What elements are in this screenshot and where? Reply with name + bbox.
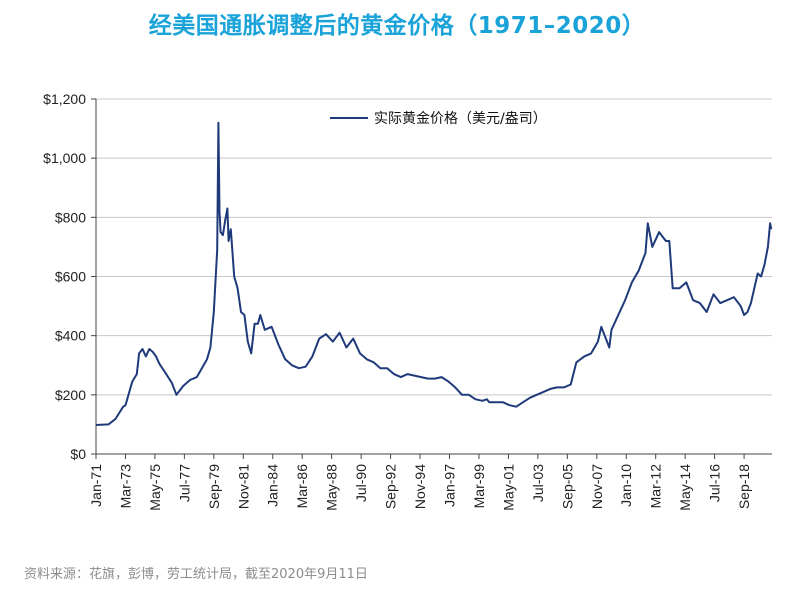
x-tick-label: Jul-03	[530, 464, 546, 502]
x-tick-label: Jan-84	[265, 464, 281, 507]
legend-label: 实际黄金价格（美元/盎司）	[374, 110, 547, 127]
x-tick-label: Jul-77	[176, 464, 192, 502]
y-tick-label: $0	[70, 446, 86, 462]
x-tick-label: Sep-05	[559, 464, 575, 509]
x-tick-label: Jan-10	[618, 464, 634, 507]
x-tick-label: Nov-94	[412, 464, 428, 509]
y-tick-label: $1,000	[43, 150, 86, 166]
series-line-real-gold-price	[95, 121, 773, 426]
legend: 实际黄金价格（美元/盎司）	[330, 110, 547, 127]
x-tick-label: Jan-71	[88, 464, 104, 507]
x-tick-label: Sep-79	[206, 464, 222, 509]
y-tick-label: $600	[55, 269, 86, 285]
y-tick-label: $1,200	[43, 91, 86, 107]
chart-title: 经美国通胀调整后的黄金价格（1971–2020）	[148, 13, 646, 39]
y-tick-label: $200	[55, 387, 86, 403]
series-layer	[95, 121, 773, 426]
x-tick-label: May-88	[324, 464, 340, 511]
gridlines	[96, 98, 772, 396]
x-axis-ticks: Jan-71 Mar-73 May-75 Jul-77 Sep-79 Nov-81 Jan-…	[88, 454, 752, 511]
x-tick-label: Jul-90	[353, 464, 369, 502]
x-tick-label: Mar-12	[648, 464, 664, 509]
x-tick-label: Mar-99	[471, 464, 487, 509]
y-axis-ticks: $0 $200 $400 $600 $800 $1,000 $1,200	[43, 91, 96, 462]
x-tick-label: Jan-97	[441, 464, 457, 507]
x-tick-label: May-01	[500, 464, 516, 511]
source-note: 资料来源：花旗，彭博，劳工统计局，截至2020年9月11日	[24, 567, 368, 582]
x-tick-label: Mar-73	[117, 464, 133, 509]
x-tick-label: Nov-07	[589, 464, 605, 509]
x-tick-label: Nov-81	[235, 464, 251, 509]
x-tick-label: Jul-16	[707, 464, 723, 502]
x-tick-label: Sep-18	[736, 464, 752, 509]
x-tick-label: Mar-86	[294, 464, 310, 509]
y-tick-label: $800	[55, 209, 86, 225]
y-tick-label: $400	[55, 328, 86, 344]
x-tick-label: Sep-92	[383, 464, 399, 509]
x-tick-label: May-75	[147, 464, 163, 511]
x-tick-label: May-14	[677, 464, 693, 511]
